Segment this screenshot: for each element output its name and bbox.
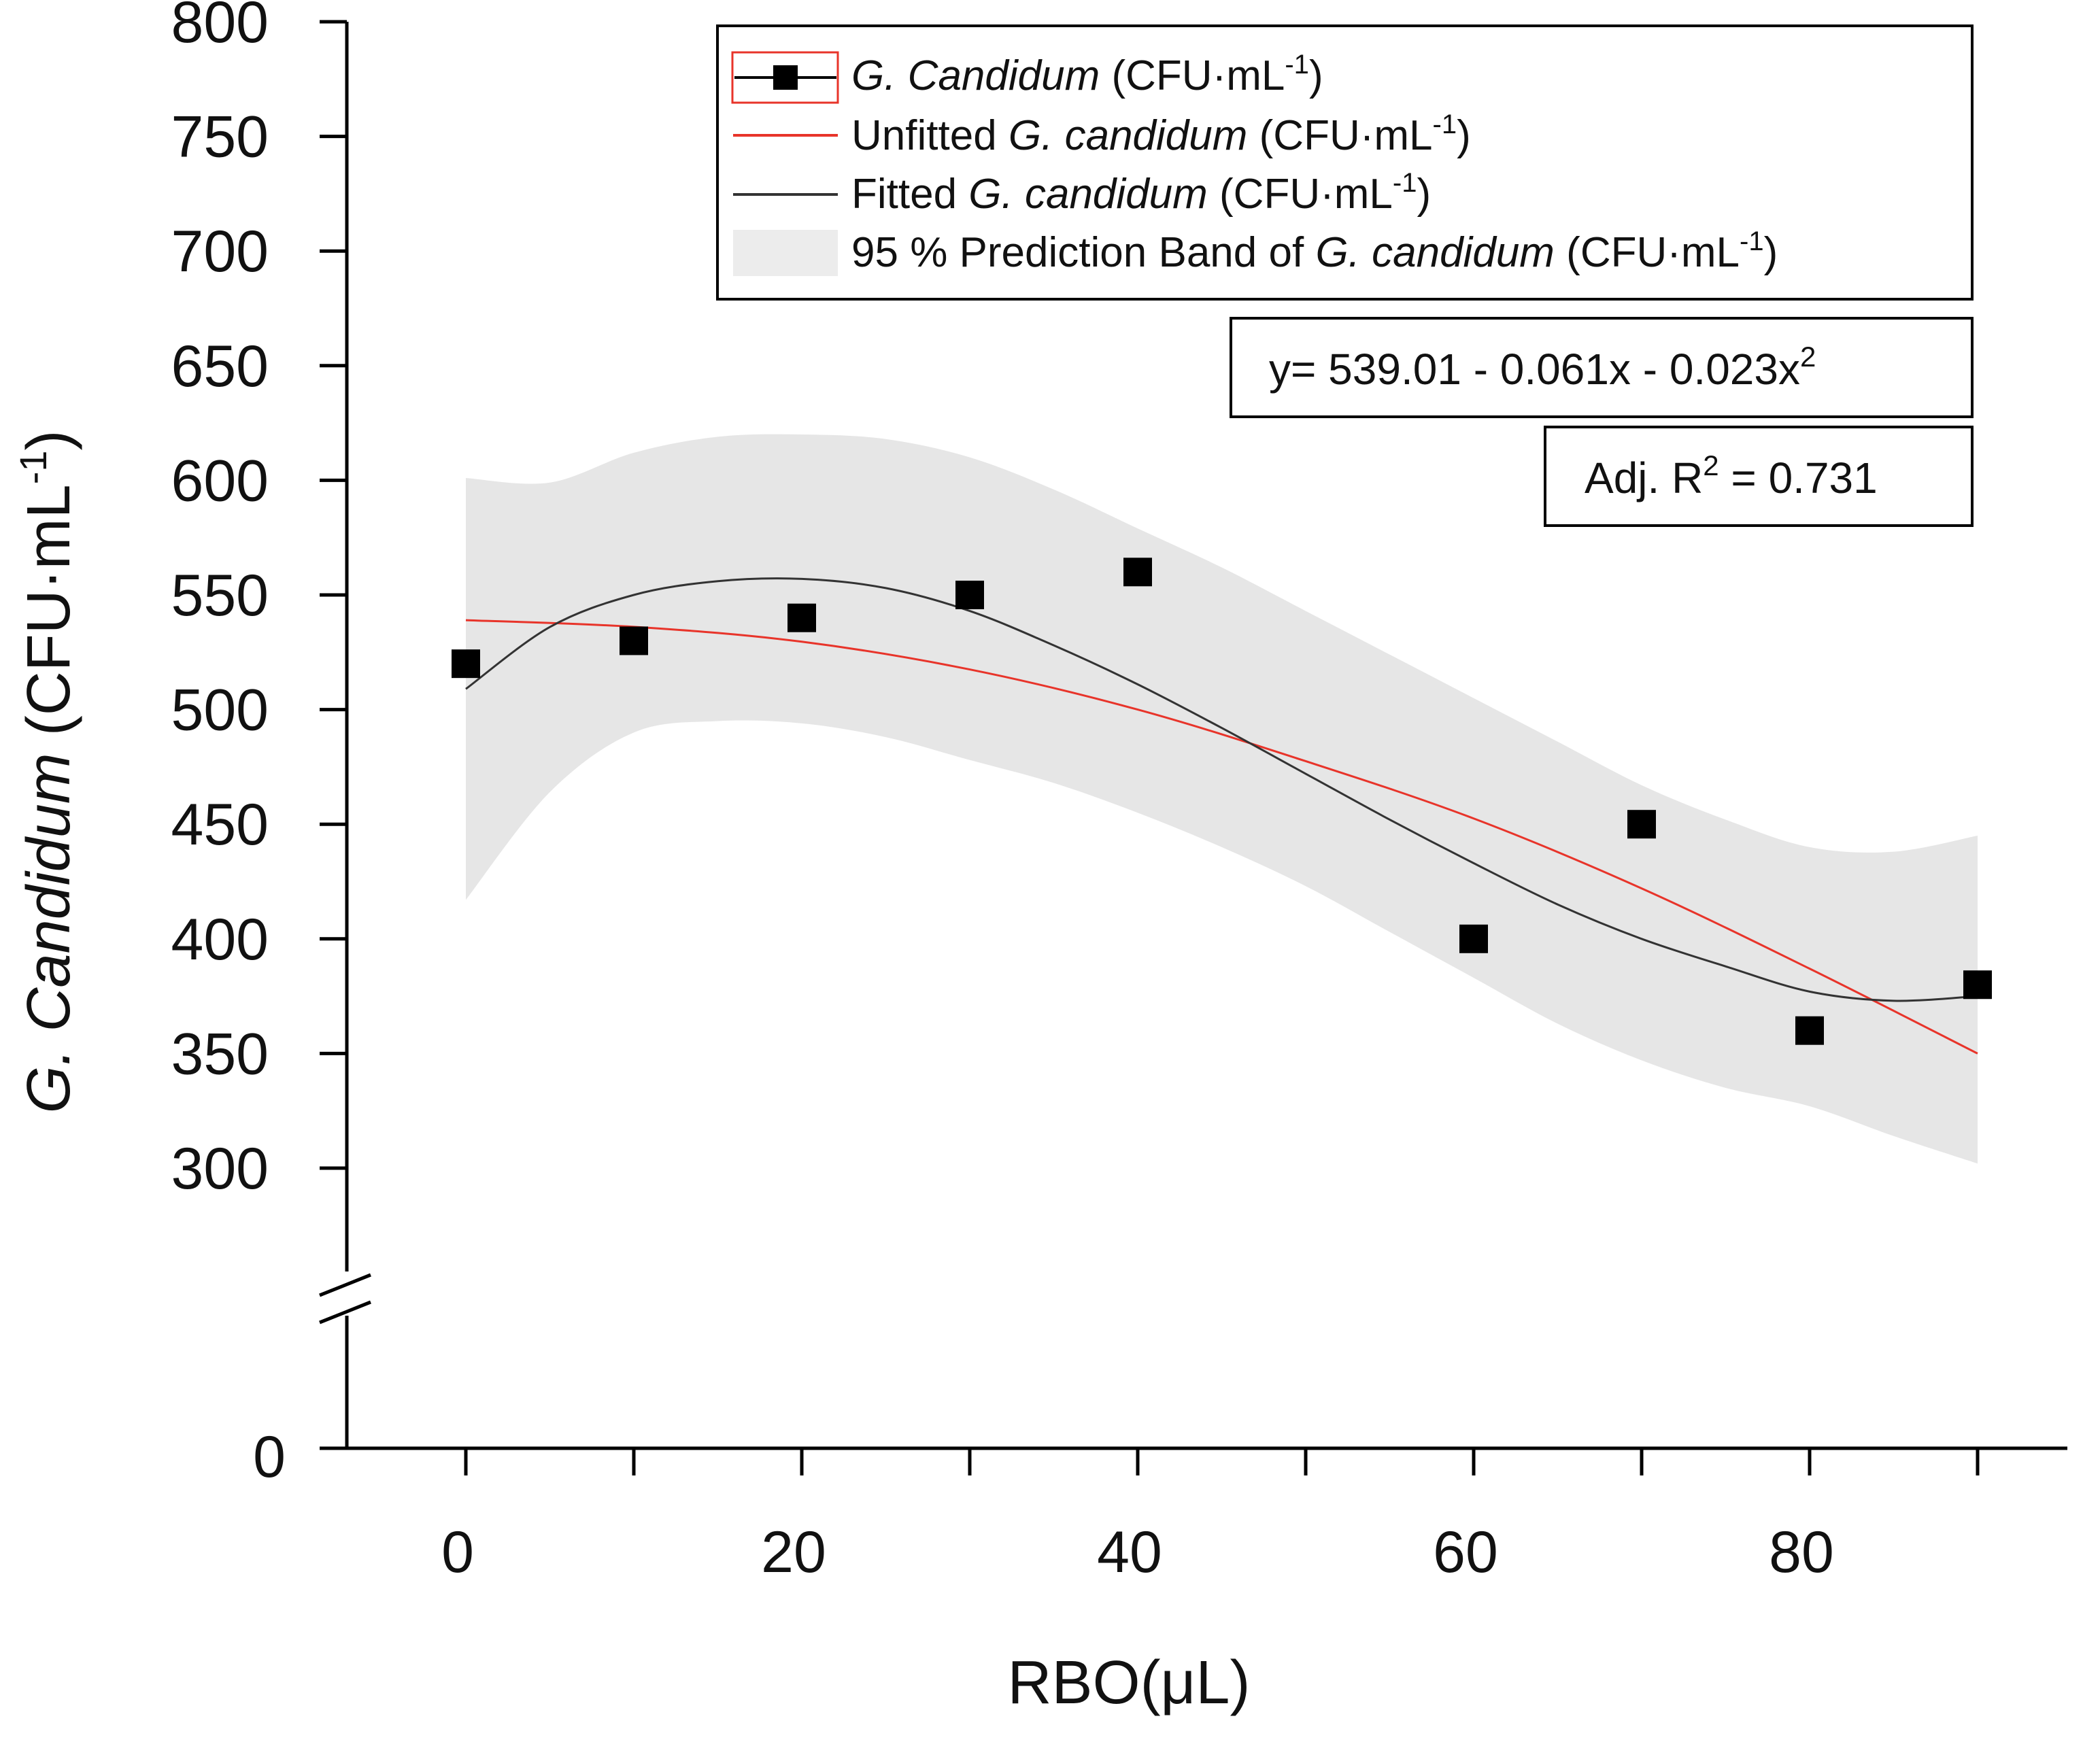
x-axis-title: RBO(μL) (1008, 1649, 1251, 1717)
y-axis-title: G. Candidum (CFU·mL-1) (12, 430, 83, 1114)
y-tick-label: 750 (171, 105, 269, 170)
y-tick-label: 450 (171, 792, 269, 857)
annotations-layer: y= 539.01 - 0.061x - 0.023x2 Adj. R2 = 0.… (1230, 317, 1974, 527)
data-point (1123, 558, 1152, 587)
x-tick-label: 60 (1433, 1520, 1498, 1585)
y-tick-label: 800 (171, 0, 269, 55)
y-tick-label: 300 (171, 1136, 269, 1201)
legend-entry-text: Unfitted G. candidum (CFU·mL-1) (851, 109, 1471, 159)
y-tick-label: 600 (171, 448, 269, 513)
legend-entry-text: 95 % Prediction Band of G. candidum (CFU… (851, 226, 1778, 276)
x-tick-label: 80 (1769, 1520, 1834, 1585)
data-points-layer (452, 558, 1992, 1045)
data-point (1795, 1016, 1824, 1045)
legend: G. Candidum (CFU·mL-1) Unfitted G. candid… (716, 24, 1974, 301)
axis-break-mark (319, 1300, 371, 1325)
legend-entry-text: Fitted G. candidum (CFU·mL-1) (851, 168, 1431, 218)
y-tick-label: 350 (171, 1021, 269, 1087)
y-tick-label: 550 (171, 563, 269, 628)
data-point (452, 649, 480, 679)
prediction-band-layer (466, 434, 1978, 1164)
legend-box (716, 24, 1974, 301)
y-tick-label: 400 (171, 907, 269, 972)
y-tick-label: 650 (171, 334, 269, 399)
legend-marker-square (773, 65, 798, 90)
unfitted-curve (465, 619, 1978, 1055)
data-point (620, 626, 648, 655)
x-tick-label: 40 (1097, 1520, 1162, 1585)
axes-layer: 300 350 400 450 500 550 600 650 700 750 800 0 0 20 40 6… (12, 0, 2067, 1717)
x-tick-label: 20 (761, 1520, 826, 1585)
data-point (1963, 970, 1992, 1000)
prediction-band-area (466, 434, 1978, 1164)
x-tick-label: 0 (441, 1520, 474, 1585)
y-tick-label: 700 (171, 219, 269, 284)
fit-lines-layer (465, 577, 1978, 1055)
legend-marker-frame (731, 51, 839, 104)
legend-marker-band (733, 230, 838, 276)
legend-entry-text: G. Candidum (CFU·mL-1) (851, 50, 1323, 99)
axis-break-mark (319, 1273, 371, 1297)
y-zero-label: 0 (253, 1424, 286, 1490)
fitted-curve (465, 577, 1978, 1002)
equation-text: y= 539.01 - 0.061x - 0.023x2 (1269, 341, 1816, 394)
r-squared-box (1544, 426, 1974, 527)
data-point (1459, 924, 1488, 953)
data-point (955, 581, 984, 609)
data-point (788, 603, 816, 632)
r-squared-text: Adj. R2 = 0.731 (1585, 449, 1878, 502)
data-point (1627, 810, 1656, 839)
y-tick-label: 500 (171, 678, 269, 743)
equation-box (1230, 317, 1974, 418)
